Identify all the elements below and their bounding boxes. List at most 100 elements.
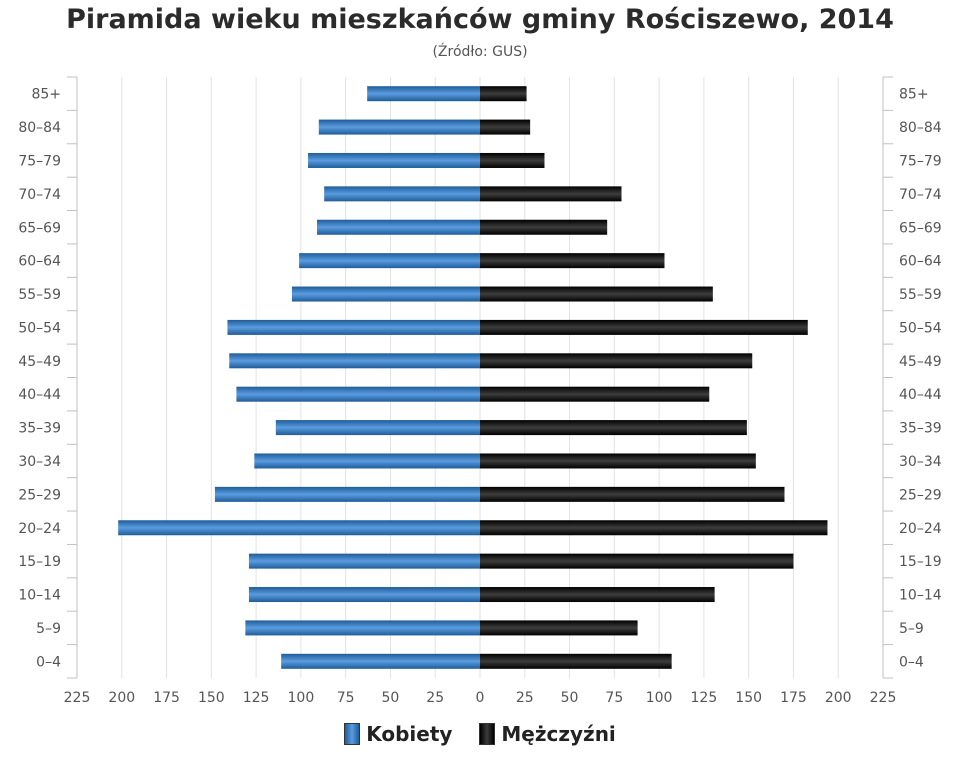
y-tick-label-left: 65–69	[18, 220, 61, 236]
y-tick-label-left: 85+	[31, 87, 61, 103]
x-tick-label: 75	[337, 690, 355, 706]
bar-men	[480, 353, 753, 369]
y-tick-label-right: 50–54	[899, 320, 942, 336]
legend-label-women: Kobiety	[366, 722, 453, 746]
y-tick-label-right: 15–19	[899, 554, 942, 570]
bar-men	[480, 420, 747, 436]
y-tick-label-left: 75–79	[18, 153, 61, 169]
x-tick-label: 50	[561, 690, 579, 706]
x-tick-label: 150	[198, 690, 225, 706]
bar-women	[248, 587, 480, 603]
y-tick-label-right: 85+	[899, 87, 929, 103]
legend-label-men: Mężczyźni	[501, 722, 616, 746]
y-tick-label-left: 60–64	[18, 254, 61, 270]
x-tick-label: 50	[382, 690, 400, 706]
y-tick-label-right: 55–59	[899, 287, 942, 303]
y-tick-label-left: 5–9	[36, 621, 61, 637]
x-tick-label: 100	[288, 690, 315, 706]
bar-women	[324, 186, 480, 202]
x-tick-label: 200	[108, 690, 135, 706]
bar-men	[480, 520, 828, 536]
bar-men	[480, 486, 785, 502]
y-tick-label-right: 30–34	[899, 454, 942, 470]
y-tick-label-right: 35–39	[899, 421, 942, 437]
bar-men	[480, 620, 638, 636]
bar-women	[227, 319, 480, 335]
y-tick-label-left: 35–39	[18, 421, 61, 437]
y-tick-label-left: 0–4	[36, 654, 61, 670]
y-tick-label-right: 20–24	[899, 521, 942, 537]
bar-men	[480, 453, 756, 469]
bar-women	[308, 152, 480, 168]
y-tick-label-right: 0–4	[899, 654, 924, 670]
y-tick-label-right: 65–69	[899, 220, 942, 236]
bar-women	[236, 386, 480, 402]
y-tick-label-right: 45–49	[899, 354, 942, 370]
bar-women	[245, 620, 480, 636]
bar-women	[118, 520, 480, 536]
bar-men	[480, 219, 608, 235]
bar-women	[254, 453, 480, 469]
y-tick-label-right: 80–84	[899, 120, 942, 136]
bar-men	[480, 186, 622, 202]
y-tick-label-right: 60–64	[899, 254, 942, 270]
y-tick-label-left: 10–14	[18, 588, 61, 604]
bar-women	[317, 219, 480, 235]
x-tick-label: 175	[153, 690, 180, 706]
y-tick-label-right: 25–29	[899, 487, 942, 503]
y-tick-label-left: 20–24	[18, 521, 61, 537]
x-tick-label: 225	[64, 690, 91, 706]
bar-men	[480, 253, 665, 269]
legend-item-women[interactable]: Kobiety	[344, 722, 452, 746]
bar-men	[480, 653, 672, 669]
bar-men	[480, 587, 715, 603]
y-tick-label-right: 10–14	[899, 588, 942, 604]
bar-men	[480, 86, 527, 102]
bar-men	[480, 553, 794, 569]
x-tick-label: 175	[780, 690, 807, 706]
y-tick-label-right: 40–44	[899, 387, 942, 403]
x-tick-label: 125	[243, 690, 270, 706]
y-tick-label-right: 75–79	[899, 153, 942, 169]
x-tick-label: 75	[605, 690, 623, 706]
bar-men	[480, 286, 713, 302]
bar-women	[281, 653, 480, 669]
y-tick-label-right: 5–9	[899, 621, 924, 637]
bar-women	[275, 420, 480, 436]
y-tick-label-left: 50–54	[18, 320, 61, 336]
y-tick-label-left: 40–44	[18, 387, 61, 403]
y-tick-label-left: 25–29	[18, 487, 61, 503]
x-tick-label: 150	[735, 690, 762, 706]
bar-women	[229, 353, 480, 369]
legend-item-men[interactable]: Mężczyźni	[479, 722, 616, 746]
x-tick-label: 125	[691, 690, 718, 706]
bar-men	[480, 152, 545, 168]
chart-title: Piramida wieku mieszkańców gminy Rościsz…	[66, 4, 894, 35]
legend: Kobiety Mężczyźni	[0, 722, 960, 750]
bar-men	[480, 119, 531, 135]
bar-men	[480, 319, 808, 335]
legend-swatch-women	[344, 723, 361, 745]
y-tick-label-left: 15–19	[18, 554, 61, 570]
x-tick-label: 0	[476, 690, 485, 706]
legend-swatch-men	[479, 723, 496, 745]
bar-men	[480, 386, 710, 402]
y-tick-label-left: 70–74	[18, 187, 61, 203]
x-tick-label: 25	[516, 690, 534, 706]
y-tick-label-left: 80–84	[18, 120, 61, 136]
bar-women	[291, 286, 480, 302]
bar-women	[248, 553, 480, 569]
y-tick-label-right: 70–74	[899, 187, 942, 203]
bar-women	[318, 119, 480, 135]
bar-women	[214, 486, 480, 502]
y-tick-label-left: 45–49	[18, 354, 61, 370]
chart-subtitle: (Źródło: GUS)	[432, 44, 528, 60]
bar-women	[299, 253, 480, 269]
x-tick-label: 25	[426, 690, 444, 706]
y-tick-label-left: 30–34	[18, 454, 61, 470]
x-tick-label: 225	[870, 690, 897, 706]
x-tick-label: 100	[646, 690, 673, 706]
y-tick-label-left: 55–59	[18, 287, 61, 303]
x-tick-label: 200	[825, 690, 852, 706]
